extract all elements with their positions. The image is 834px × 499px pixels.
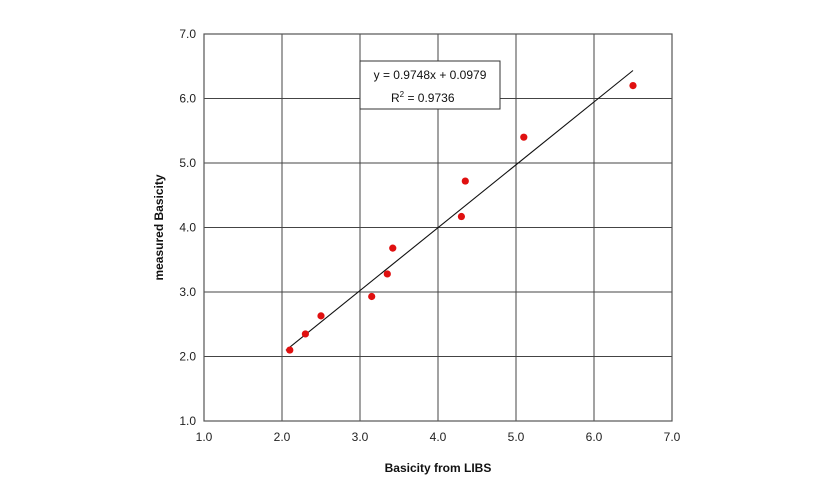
data-point <box>389 244 397 252</box>
r-squared-superscript: 2 <box>400 90 405 99</box>
data-point <box>368 292 376 301</box>
y-tick-label: 7.0 <box>179 27 196 41</box>
r-squared-text: R2 = 0.9736 <box>391 90 455 105</box>
y-tick-label: 4.0 <box>179 221 196 235</box>
data-point <box>520 133 528 141</box>
x-axis-title: Basicity from LIBS <box>385 461 492 475</box>
x-tick-label: 1.0 <box>196 430 213 444</box>
r-squared-value: = 0.9736 <box>404 91 455 105</box>
x-tick-label: 2.0 <box>274 430 291 444</box>
x-tick-label: 4.0 <box>430 430 447 444</box>
x-tick-label: 7.0 <box>664 430 681 444</box>
data-points <box>286 82 637 354</box>
data-point <box>286 346 294 354</box>
r-squared-base: R <box>391 91 400 105</box>
data-point <box>383 270 391 278</box>
equation-box-frame <box>359 60 501 110</box>
x-tick-label: 6.0 <box>586 430 603 444</box>
y-tick-label: 1.0 <box>179 414 196 428</box>
trendline <box>285 70 634 351</box>
plot-area-frame <box>203 33 673 422</box>
data-point <box>301 330 309 338</box>
y-tick-label: 5.0 <box>179 156 196 170</box>
x-tick-label: 3.0 <box>352 430 369 444</box>
equation-text: y = 0.9748x + 0.0979 <box>374 68 487 82</box>
data-point <box>629 82 637 90</box>
y-axis-title: measured Basicity <box>152 174 166 280</box>
y-tick-label: 6.0 <box>179 92 196 106</box>
equation-box: y = 0.9748x + 0.0979 R2 = 0.9736 <box>359 60 501 110</box>
data-point <box>317 312 325 320</box>
x-tick-labels: 1.0 2.0 3.0 4.0 5.0 6.0 7.0 <box>196 430 681 444</box>
y-tick-labels: 1.0 2.0 3.0 4.0 5.0 6.0 7.0 <box>179 27 196 428</box>
y-tick-label: 3.0 <box>179 285 196 299</box>
y-tick-label: 2.0 <box>179 350 196 364</box>
x-tick-label: 5.0 <box>508 430 525 444</box>
data-point <box>457 212 465 221</box>
data-point <box>461 177 469 185</box>
